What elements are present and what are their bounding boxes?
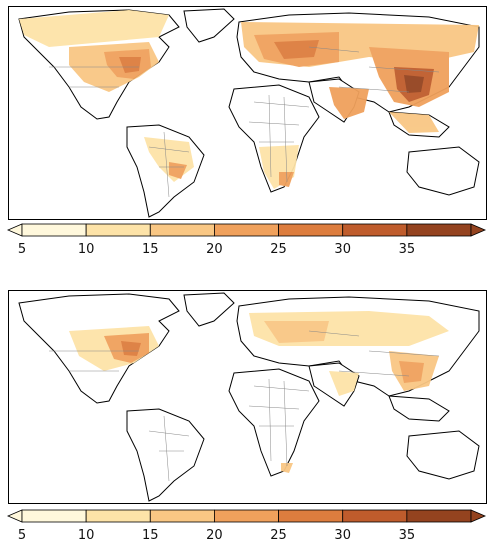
colorbar-tick-label: 5 (17, 528, 27, 543)
top-colorbar-svg (6, 223, 487, 237)
bottom-colorbar-cells (6, 509, 487, 523)
colorbar-cell (278, 223, 344, 237)
colorbar-cell (214, 509, 279, 523)
colorbar-tick-label: 35 (398, 528, 416, 543)
colorbar-cell (406, 223, 472, 237)
top-shading (19, 10, 479, 189)
colorbar-cell (406, 509, 472, 523)
colorbar-tick-label: 25 (270, 528, 287, 543)
africa (228, 84, 320, 193)
colorbar-cell (342, 223, 408, 237)
colorbar-tick-label: 15 (142, 242, 159, 257)
colorbar-tick-label: 30 (334, 242, 351, 257)
top-panel: 5 10 15 20 25 30 35 (0, 0, 493, 270)
colorbar-tick-label: 15 (142, 528, 159, 543)
colorbar-tick-label: 5 (17, 242, 27, 257)
colorbar-cell (149, 509, 215, 523)
colorbar-tick-label: 20 (206, 528, 223, 543)
colorbar-cell (342, 509, 408, 523)
colorbar-cell (149, 223, 215, 237)
top-colorbar: 5 10 15 20 25 30 35 (0, 222, 493, 262)
colorbar-extend-high (470, 223, 487, 237)
top-world-map (8, 6, 487, 220)
south-america (126, 408, 205, 502)
colorbar-tick-label: 30 (334, 528, 351, 543)
top-borders (49, 46, 440, 198)
australia (406, 146, 480, 196)
colorbar-tick-label: 20 (206, 242, 223, 257)
colorbar-tick-label: 35 (398, 242, 416, 257)
top-colorbar-cells (6, 223, 487, 237)
colorbar-extend-high (470, 509, 487, 523)
colorbar-cell (85, 223, 151, 237)
colorbar-extend-low (6, 223, 23, 237)
southeast-asia (388, 395, 450, 422)
colorbar-cell (21, 223, 87, 237)
colorbar-tick-label: 10 (77, 242, 95, 257)
colorbar-tick-label: 25 (270, 242, 287, 257)
colorbar-cell (85, 509, 151, 523)
colorbar-tick-label: 10 (77, 528, 95, 543)
africa (228, 368, 320, 477)
colorbar-extend-low (6, 509, 23, 523)
bottom-borders (49, 330, 440, 482)
bottom-world-map (8, 290, 487, 504)
bottom-colorbar-svg (6, 509, 487, 523)
greenland (183, 8, 235, 43)
bottom-map-svg (18, 292, 480, 502)
colorbar-cell (214, 223, 279, 237)
bottom-shading (69, 311, 449, 473)
bottom-colorbar: 5 10 15 20 25 30 35 (0, 508, 493, 548)
australia (406, 430, 480, 480)
top-map-svg (18, 8, 480, 218)
colorbar-cell (21, 509, 87, 523)
greenland (183, 292, 235, 327)
colorbar-cell (278, 509, 344, 523)
bottom-panel: 5 10 15 20 25 30 35 (0, 282, 493, 550)
